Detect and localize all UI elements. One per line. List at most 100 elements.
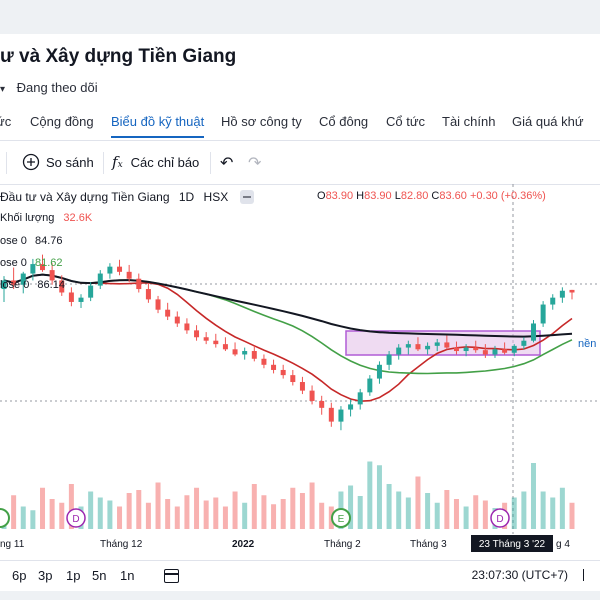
ma-value: 86.14 [37,279,65,291]
tab-news[interactable]: ức [0,114,12,129]
ma-value: 84.76 [34,235,63,247]
tab-financials[interactable]: Tài chính [442,114,496,129]
candle [434,338,440,352]
candle [155,295,161,314]
candle [203,332,209,345]
legend-more-icon[interactable] [239,189,254,204]
event-marker-3[interactable]: E [331,508,351,528]
range-5d[interactable]: 5n [92,568,107,583]
toolbar-divider [210,152,211,174]
candle [251,345,257,362]
clock-readout: 23:07:30 (UTC+7) [471,568,568,582]
volume-bar [222,506,228,529]
volume-bar [415,476,421,529]
range-1m[interactable]: 1p [66,568,81,583]
candle [309,385,315,405]
settings-icon[interactable] [583,569,596,581]
event-marker-4[interactable]: D [490,508,510,528]
tab-company-profile[interactable]: Hồ sơ công ty [221,114,302,129]
range-6m[interactable]: 6p [12,568,27,583]
exchange-label: HSX [203,190,229,204]
tab-shareholders[interactable]: Cổ đông [319,114,369,129]
volume-bar [482,500,488,529]
volume-bar [261,495,267,529]
volume-bar [434,502,440,529]
event-marker-1[interactable] [0,508,10,528]
candle [1,276,7,302]
candle [165,302,171,321]
candle [126,264,132,283]
price-chart[interactable]: nền D E D ng 11 Tháng 12 2022 Tháng 2 Th… [0,184,600,554]
volume-bar [280,499,286,529]
candle [559,287,565,303]
volume-bar [155,482,161,529]
candle [107,263,113,279]
chevron-down-icon[interactable]: ▾ [0,84,6,95]
candle [569,289,575,300]
candle [232,342,238,357]
undo-icon[interactable]: ↶ [220,155,234,172]
tab-price-history[interactable]: Giá quá khứ [512,114,584,129]
volume-bar [453,499,459,529]
tab-dividends[interactable]: Cổ tức [386,114,426,129]
tab-technical-chart[interactable]: Biểu đồ kỹ thuật [111,114,205,138]
volume-bar [232,491,238,529]
volume-bar [194,487,200,529]
toolbar-divider [103,152,104,174]
candle [511,344,517,357]
ma-legend-1: ose 0 84.76 [0,235,63,247]
volume-bar [550,497,556,529]
volume-bar [20,506,26,529]
indicators-button[interactable]: fx Các chỉ báo [112,153,199,171]
event-marker-2[interactable]: D [66,508,86,528]
x-tick-label: Tháng 3 [410,539,447,550]
indicators-label: Các chỉ báo [130,154,200,170]
candle [521,337,527,350]
volume-bar [11,495,17,529]
volume-bar [251,484,257,529]
volume-bar [40,487,46,529]
candle [328,402,334,427]
volume-bar [107,500,113,529]
candle [136,273,142,293]
page-title: ư và Xây dựng Tiền Giang [0,46,237,67]
volume-bar [405,497,411,529]
range-3m[interactable]: 3p [38,568,53,583]
candle [174,311,180,327]
volume-bar [271,504,277,529]
calendar-icon[interactable] [164,569,179,583]
candle [30,258,36,281]
volume-bar [559,487,565,529]
redo-icon[interactable]: ↷ [248,155,262,172]
compare-button[interactable]: So sánh [22,153,94,171]
volume-bar [444,490,450,529]
plus-circle-icon [22,153,40,171]
function-icon: fx [112,153,123,171]
footer-band [0,591,600,600]
candle [194,325,200,341]
candle [473,340,479,353]
volume-bar [367,461,373,529]
candle [40,254,46,272]
range-1d[interactable]: 1n [120,568,135,583]
volume-bar [357,496,363,529]
low-value: 82.80 [400,190,429,202]
candle [20,271,26,294]
candle [222,337,228,352]
candle [405,340,411,355]
candle [213,333,219,348]
volume-bar [396,491,402,529]
candle [184,318,190,334]
volume-label: Khối lượng [0,212,55,224]
volume-bar [88,491,94,529]
tab-community[interactable]: Cộng đồng [30,114,94,129]
follow-status[interactable]: ▾ Đang theo dõi [0,80,98,95]
volume-bar [49,499,55,529]
x-tick-label: Tháng 2 [324,539,361,550]
candle [49,263,55,285]
candle [425,342,431,355]
volume-bar [386,484,392,529]
volume-bar [290,487,296,529]
candle [386,351,392,370]
symbol-name: Đầu tư và Xây dựng Tiền Giang [0,190,170,204]
